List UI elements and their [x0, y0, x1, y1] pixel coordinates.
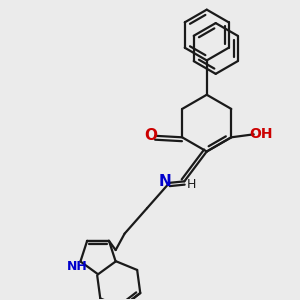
- Text: H: H: [187, 178, 196, 191]
- Text: OH: OH: [249, 127, 273, 141]
- Text: O: O: [144, 128, 157, 143]
- Text: N: N: [159, 174, 171, 189]
- Text: NH: NH: [67, 260, 87, 273]
